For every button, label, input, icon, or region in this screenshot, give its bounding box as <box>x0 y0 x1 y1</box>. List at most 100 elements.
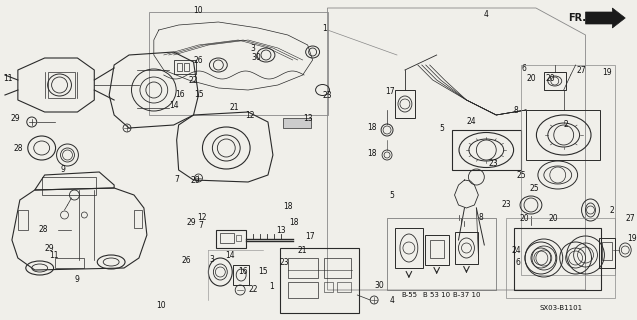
Bar <box>48 72 75 98</box>
Bar <box>544 72 566 90</box>
Text: 29: 29 <box>190 175 200 185</box>
Text: 7: 7 <box>198 220 203 229</box>
Text: 18: 18 <box>368 148 377 157</box>
Bar <box>183 63 189 71</box>
Bar <box>514 228 601 290</box>
Text: 29: 29 <box>10 114 20 123</box>
Bar <box>338 282 352 292</box>
Text: 20: 20 <box>545 74 555 83</box>
Text: 10: 10 <box>194 5 203 14</box>
Text: 23: 23 <box>501 199 511 209</box>
Text: 1: 1 <box>269 282 274 291</box>
Text: 10: 10 <box>157 301 166 310</box>
Text: 28: 28 <box>38 225 48 234</box>
Text: 2: 2 <box>610 205 615 214</box>
Text: 17: 17 <box>305 232 315 241</box>
Text: 9: 9 <box>61 165 66 174</box>
Text: 22: 22 <box>188 76 197 84</box>
Text: 20: 20 <box>519 213 529 222</box>
Bar <box>233 265 249 285</box>
Text: 24: 24 <box>512 245 521 254</box>
Text: 6: 6 <box>522 63 526 73</box>
Text: 29: 29 <box>45 244 54 252</box>
Bar <box>526 110 601 160</box>
Bar <box>174 60 196 74</box>
Text: 24: 24 <box>466 117 476 126</box>
Text: B-37 10: B-37 10 <box>453 292 480 298</box>
Text: 5: 5 <box>389 191 394 200</box>
Text: 11: 11 <box>49 252 59 260</box>
Bar <box>324 282 333 292</box>
Text: SX03-B1101: SX03-B1101 <box>539 305 582 311</box>
Text: 23: 23 <box>323 91 333 100</box>
Text: 27: 27 <box>626 213 635 222</box>
Text: 23: 23 <box>280 258 289 267</box>
Bar <box>288 258 318 278</box>
Bar <box>283 118 311 128</box>
Text: 20: 20 <box>549 213 559 222</box>
Text: B 53 10: B 53 10 <box>423 292 450 298</box>
Text: 4: 4 <box>389 296 394 305</box>
Bar <box>387 218 496 290</box>
Bar <box>220 233 234 243</box>
Text: 8: 8 <box>513 106 519 115</box>
Text: 14: 14 <box>225 251 235 260</box>
Text: 26: 26 <box>182 256 191 265</box>
Bar <box>134 210 142 228</box>
Text: 15: 15 <box>258 268 268 276</box>
Text: 30: 30 <box>375 282 384 291</box>
Text: 13: 13 <box>276 226 286 235</box>
Bar <box>55 258 84 268</box>
Text: 13: 13 <box>303 114 313 123</box>
Text: 19: 19 <box>602 68 612 76</box>
Text: 30: 30 <box>251 53 261 62</box>
Text: 4: 4 <box>484 10 489 19</box>
Text: 18: 18 <box>368 123 377 132</box>
Bar <box>324 258 352 278</box>
Text: 21: 21 <box>229 103 239 112</box>
Bar <box>603 242 612 260</box>
Bar <box>280 248 359 313</box>
Text: 3: 3 <box>250 44 255 52</box>
Text: 7: 7 <box>175 175 180 184</box>
Text: 28: 28 <box>13 143 23 153</box>
Text: 14: 14 <box>169 101 178 110</box>
Text: 20: 20 <box>526 74 536 83</box>
Text: 25: 25 <box>516 171 526 180</box>
Bar <box>236 235 241 241</box>
Text: 16: 16 <box>238 268 248 276</box>
Bar <box>425 235 448 265</box>
Text: 29: 29 <box>186 218 196 227</box>
Bar <box>395 90 415 118</box>
Text: 27: 27 <box>576 66 587 75</box>
Text: 18: 18 <box>289 218 299 227</box>
Text: 12: 12 <box>245 110 255 119</box>
Bar <box>176 63 182 71</box>
Text: 11: 11 <box>3 74 13 83</box>
Text: 16: 16 <box>175 90 185 99</box>
Text: 26: 26 <box>194 55 203 65</box>
Text: 3: 3 <box>210 255 214 264</box>
Text: 21: 21 <box>298 245 308 254</box>
Bar <box>395 228 423 268</box>
Bar <box>41 177 96 195</box>
Bar <box>599 238 615 268</box>
Bar <box>288 282 318 298</box>
Text: 19: 19 <box>627 234 637 243</box>
Bar <box>430 240 443 258</box>
Text: 5: 5 <box>439 124 444 132</box>
Text: 1: 1 <box>322 23 327 33</box>
Bar <box>18 210 28 230</box>
Bar <box>506 218 615 298</box>
Text: B-55: B-55 <box>401 292 417 298</box>
Text: 9: 9 <box>75 276 80 284</box>
Text: 15: 15 <box>194 90 204 99</box>
Bar <box>521 65 615 275</box>
Bar <box>452 130 521 170</box>
Text: 25: 25 <box>529 184 539 193</box>
Text: 12: 12 <box>197 213 207 222</box>
Text: 22: 22 <box>248 285 258 294</box>
Bar <box>455 232 478 264</box>
Text: 2: 2 <box>564 120 568 129</box>
Text: 23: 23 <box>489 159 498 168</box>
